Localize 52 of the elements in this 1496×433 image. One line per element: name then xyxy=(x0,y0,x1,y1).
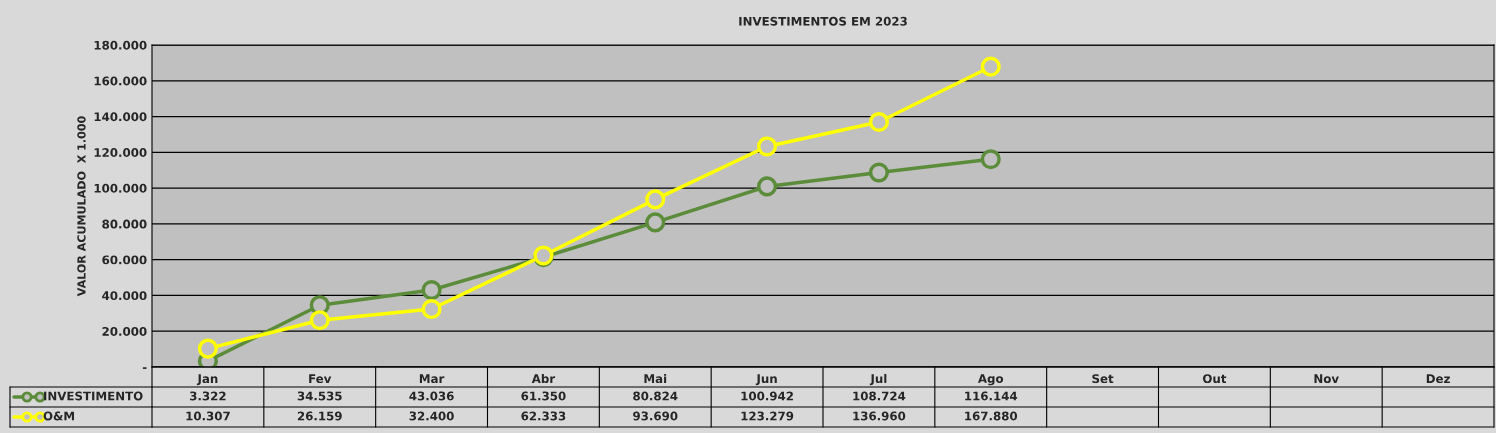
y-tick-label: 80.000 xyxy=(102,219,147,229)
y-tick-label: 60.000 xyxy=(102,255,147,265)
point xyxy=(980,149,1001,170)
point xyxy=(309,310,330,331)
chart-title: INVESTIMENTOS EM 2023 xyxy=(739,16,907,26)
x-tick-label: Nov xyxy=(1314,374,1339,384)
x-tick-label: Out xyxy=(1202,374,1227,384)
data-label: 62.333 xyxy=(521,411,566,421)
data-label: 136.960 xyxy=(853,411,906,421)
x-tick-label: Mai xyxy=(644,373,667,384)
data-label: 43.036 xyxy=(409,391,454,401)
x-tick-label: Ago xyxy=(977,374,1004,386)
y-tick-label: 40.000 xyxy=(102,291,147,301)
data-label: 61.350 xyxy=(521,391,566,401)
point xyxy=(757,136,778,157)
x-tick-label: Jun xyxy=(755,374,777,386)
data-label: 93.690 xyxy=(633,411,678,421)
y-axis-title: VALOR ACUMULADO X 1.000 xyxy=(77,116,86,297)
point xyxy=(868,162,889,183)
point xyxy=(645,189,666,210)
point xyxy=(868,111,889,133)
data-label: 32.400 xyxy=(409,411,454,421)
x-tick-label: Jul xyxy=(869,373,887,386)
data-label: 34.535 xyxy=(297,391,342,401)
point xyxy=(421,279,442,301)
point xyxy=(980,56,1001,77)
data-label: 3.322 xyxy=(190,391,226,401)
x-tick-label: Fev xyxy=(309,374,332,384)
point xyxy=(645,212,666,233)
y-tick-label: 120.000 xyxy=(94,148,147,157)
data-label: 167.880 xyxy=(965,411,1018,421)
x-tick-label: Set xyxy=(1092,374,1114,384)
x-tick-label: Mar xyxy=(419,374,445,384)
data-label: 10.307 xyxy=(186,411,230,421)
y-tick-label: 160.000 xyxy=(94,76,147,86)
y-tick-label: - xyxy=(142,367,147,369)
point xyxy=(421,298,442,320)
data-label: 26.159 xyxy=(297,411,342,421)
data-label: 108.724 xyxy=(853,391,906,401)
x-tick-label: Dez xyxy=(1426,374,1450,384)
y-tick-label: 140.000 xyxy=(94,112,147,122)
y-tick-label: 20.000 xyxy=(102,326,147,336)
data-label: 100.942 xyxy=(741,391,793,401)
point xyxy=(757,176,778,197)
y-tick-label: 180.000 xyxy=(94,40,147,50)
x-tick-label: Abr xyxy=(531,373,556,384)
point xyxy=(197,338,218,359)
x-tick-label: Jan xyxy=(196,374,218,386)
y-tick-label: 100.000 xyxy=(94,183,147,193)
data-label: 116.144 xyxy=(965,391,1018,401)
data-label: 123.279 xyxy=(741,411,794,421)
data-label: 80.824 xyxy=(633,391,678,401)
